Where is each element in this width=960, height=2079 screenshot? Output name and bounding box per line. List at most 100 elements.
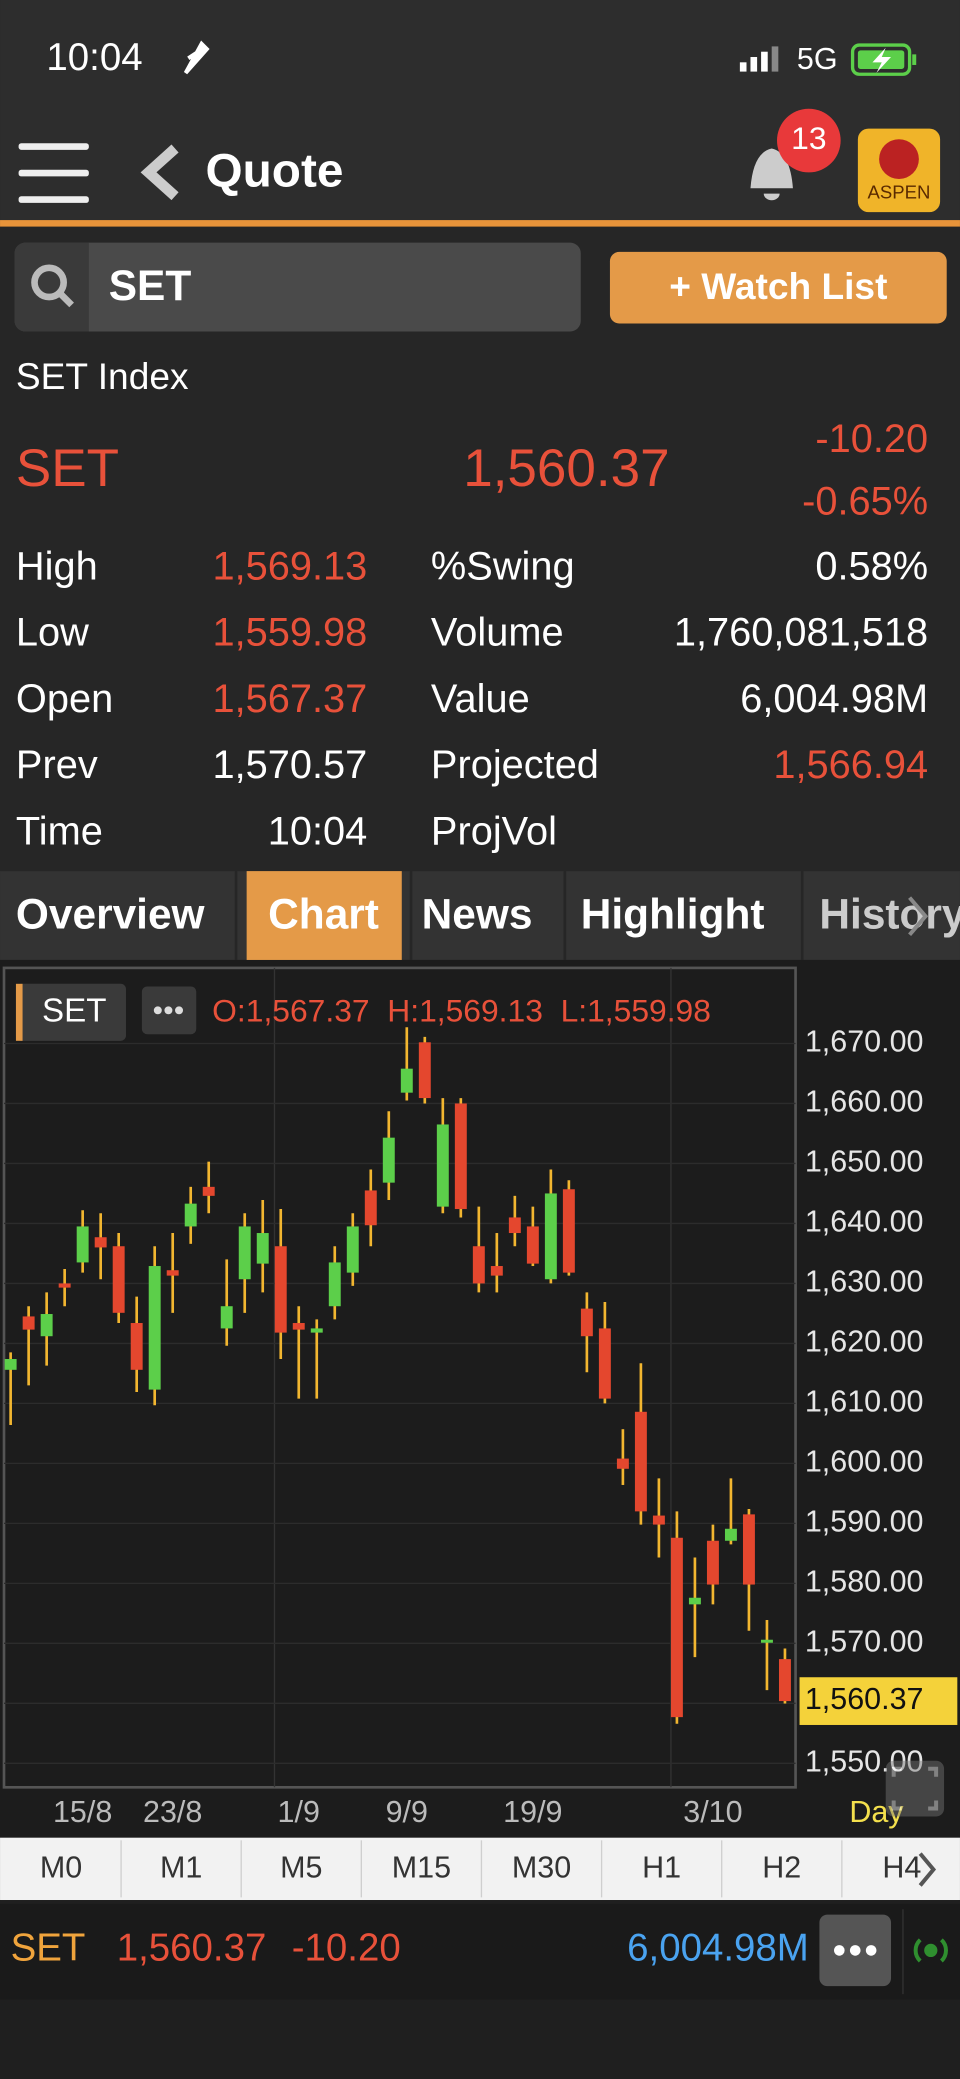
candle-body — [616, 1458, 629, 1469]
candles — [4, 1027, 791, 1724]
candle-body — [238, 1226, 251, 1280]
last-price-label: 1,560.37 — [805, 1682, 924, 1716]
x-tick-label: 15/8 — [53, 1795, 112, 1829]
price-axis: 1,550.001,560.001,570.001,580.001,590.00… — [799, 1025, 958, 1778]
change: -10.20 — [815, 417, 928, 461]
x-tick-label: 3/10 — [683, 1795, 742, 1829]
interval-scroll-arrow[interactable] — [918, 1852, 937, 1887]
interval-option[interactable]: H4 — [882, 1851, 921, 1885]
interval-option[interactable]: H1 — [642, 1851, 681, 1885]
notification-bell[interactable] — [750, 148, 793, 201]
interval-option[interactable]: M5 — [280, 1851, 322, 1885]
candle-body — [346, 1226, 359, 1273]
candle-body — [688, 1597, 701, 1605]
stat-value: 1,569.13 — [213, 544, 368, 588]
period-label[interactable]: Day — [849, 1795, 904, 1829]
notification-badge — [777, 108, 841, 173]
back-button[interactable] — [140, 144, 179, 201]
interval-option[interactable]: M0 — [40, 1851, 82, 1885]
tab[interactable]: Overview — [16, 891, 206, 938]
y-tick-label: 1,630.00 — [805, 1264, 924, 1298]
candle-body — [526, 1226, 539, 1264]
stat-label: Open — [16, 677, 113, 721]
tabs: Overview Chart News Highlight History — [16, 871, 960, 960]
candle-body — [400, 1068, 413, 1093]
tab[interactable]: News — [422, 891, 533, 938]
y-tick-label: 1,650.00 — [805, 1145, 924, 1179]
chart-symbol: SET — [42, 993, 106, 1030]
last-price: 1,560.37 — [463, 439, 669, 498]
candle-body — [724, 1528, 737, 1541]
menu-button[interactable] — [18, 143, 89, 203]
candle-body — [580, 1308, 593, 1337]
search-icon — [31, 264, 67, 301]
stat-label: Projected — [431, 743, 599, 787]
candle-body — [436, 1124, 449, 1207]
stat-label: Value — [431, 677, 530, 721]
fullscreen-button[interactable] — [885, 1760, 945, 1817]
search-box[interactable] — [14, 242, 581, 332]
tab-scroll-arrow[interactable] — [908, 896, 929, 937]
ticker-change: -10.20 — [292, 1927, 401, 1970]
grid — [4, 1042, 796, 1764]
stat-value: 1,567.37 — [213, 677, 368, 721]
candle-body — [634, 1411, 647, 1512]
candle-body — [418, 1042, 431, 1099]
battery-icon — [850, 43, 917, 76]
candle-body — [562, 1189, 575, 1273]
chart-symbol-accent — [15, 983, 23, 1041]
interval-selector: M0 M1 M5 M15 M30 H1 H2 H4 — [40, 1840, 921, 1898]
clock: 10:04 — [46, 36, 142, 79]
x-tick-label: 9/9 — [386, 1795, 428, 1829]
change-percent: -0.65% — [802, 479, 928, 523]
y-tick-label: 1,580.00 — [805, 1564, 924, 1598]
quote-panel — [0, 226, 960, 872]
ticker-last: 1,560.37 — [117, 1927, 267, 1970]
candle-body — [706, 1540, 719, 1585]
candle-body — [148, 1266, 161, 1390]
candle-body — [40, 1314, 53, 1337]
interval-option[interactable]: H2 — [762, 1851, 801, 1885]
interval-option[interactable]: M1 — [160, 1851, 202, 1885]
y-tick-label: 1,670.00 — [805, 1025, 924, 1059]
streaming-icon[interactable] — [913, 1938, 948, 1963]
tab[interactable]: Highlight — [581, 891, 765, 938]
logo-text: ASPEN — [868, 181, 931, 202]
x-tick-label: 19/9 — [503, 1795, 562, 1829]
tab-bar — [0, 871, 960, 960]
watch-list-label: + Watch List — [669, 265, 887, 307]
candle-body — [454, 1103, 467, 1210]
stat-label: ProjVol — [431, 809, 557, 853]
candle-body — [652, 1515, 665, 1525]
stat-label: Prev — [16, 743, 98, 787]
stat-value: 0.58% — [815, 544, 928, 588]
stat-value: 10:04 — [268, 809, 368, 853]
candle-body — [382, 1137, 395, 1183]
candle-body — [184, 1203, 197, 1227]
candle-body — [598, 1328, 611, 1399]
tab[interactable]: Chart — [268, 891, 379, 938]
stat-label: Volume — [431, 611, 564, 655]
search-query: SET — [109, 262, 192, 309]
stat-label: Time — [16, 809, 103, 853]
stat-value: 1,559.98 — [213, 611, 368, 655]
interval-option[interactable]: M30 — [512, 1851, 571, 1885]
index-name: SET Index — [16, 355, 189, 397]
candle-body — [292, 1323, 305, 1330]
candle-body — [328, 1262, 341, 1307]
symbol: SET — [16, 439, 119, 498]
candle-body — [220, 1306, 233, 1329]
interval-option[interactable]: M15 — [392, 1851, 451, 1885]
y-tick-label: 1,590.00 — [805, 1504, 924, 1538]
signal-icon — [739, 46, 779, 72]
page-title: Quote — [206, 144, 344, 197]
watch-list-button[interactable] — [609, 251, 947, 324]
search-icon-handle — [57, 290, 74, 308]
candle-body — [274, 1246, 287, 1333]
chart-symbol-box[interactable] — [15, 983, 126, 1041]
candle-body — [256, 1233, 269, 1264]
date-axis: 15/8 23/8 1/9 9/9 19/9 3/10 — [53, 1795, 743, 1829]
tab[interactable]: History — [819, 891, 960, 938]
candle-body — [778, 1659, 791, 1702]
